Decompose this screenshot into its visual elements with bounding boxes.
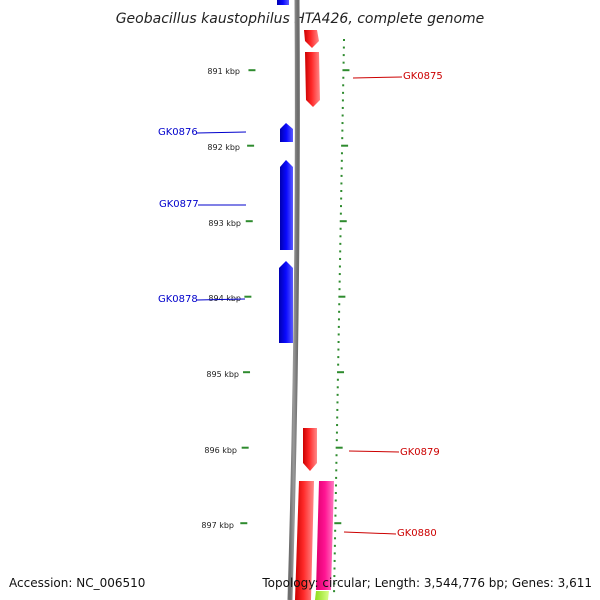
scale-label: 893 kbp (208, 219, 241, 228)
leader-line-gk0876 (196, 131, 247, 134)
scale-label: 891 kbp (207, 67, 240, 76)
leader-line-gk0875 (352, 76, 403, 79)
gene-arrow-gk0878 (279, 261, 293, 343)
gene-arrow-pink (316, 481, 334, 590)
forward-strand-genes (295, 30, 334, 600)
scale-label: 892 kbp (207, 143, 240, 152)
scale-labels: 891 kbp 892 kbp 893 kbp 894 kbp 895 kbp … (201, 67, 241, 530)
reverse-gene-labels: GK0876 GK0877 GK0878 (158, 127, 247, 305)
gene-arrow-gk0880 (295, 481, 314, 600)
gene-label-gk0875[interactable]: GK0875 (403, 71, 443, 82)
gene-arrow-gk0877 (280, 160, 293, 250)
scale-label: 895 kbp (206, 370, 239, 379)
gene-label-gk0879[interactable]: GK0879 (400, 447, 440, 458)
tick-track-right (333, 39, 350, 593)
gene-label-gk0877[interactable]: GK0877 (159, 199, 199, 210)
accession-text: Accession: NC_006510 (9, 576, 145, 590)
gene-arrow-lime (315, 591, 329, 600)
leader-line-gk0880 (343, 531, 397, 535)
gene-arrow-gk0875 (305, 52, 320, 107)
gene-label-gk0878[interactable]: GK0878 (158, 294, 198, 305)
map-title: Geobacillus kaustophilus HTA426, complet… (116, 11, 485, 27)
genome-backbone (287, 0, 300, 600)
gene-arrow-gk0876 (280, 123, 293, 142)
gene-label-gk0876[interactable]: GK0876 (158, 127, 198, 138)
gene-arrow-top-partial (277, 0, 289, 5)
gene-label-gk0880[interactable]: GK0880 (397, 528, 437, 539)
gene-arrow-upstream (304, 30, 319, 48)
forward-gene-labels: GK0875 GK0879 GK0880 (343, 71, 443, 539)
leader-line-gk0878 (196, 298, 246, 301)
tick-track-left (240, 69, 256, 525)
scale-label: 897 kbp (201, 521, 234, 530)
scale-label: 894 kbp (208, 294, 241, 303)
scale-label: 896 kbp (204, 446, 237, 455)
topology-text: Topology: circular; Length: 3,544,776 bp… (261, 576, 592, 590)
reverse-strand-genes (277, 0, 293, 343)
gene-arrow-gk0879 (303, 428, 317, 471)
leader-line-gk0879 (348, 450, 400, 453)
